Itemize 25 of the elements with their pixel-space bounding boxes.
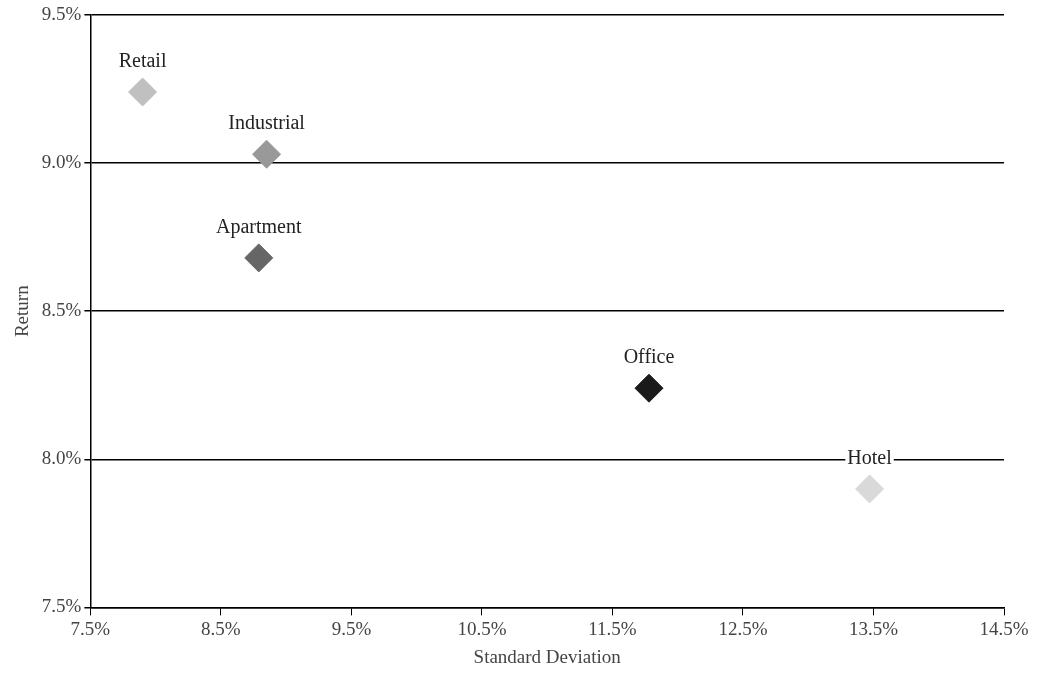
series-label: Office [623, 345, 675, 368]
point [855, 474, 885, 504]
point [244, 243, 274, 273]
y-tick-label: 7.5% [41, 595, 82, 617]
x-tick-label: 8.5% [201, 617, 241, 639]
x-tick-label: 13.5% [848, 617, 899, 639]
x-tick-label: 10.5% [457, 617, 507, 639]
y-tick-label: 8.0% [41, 447, 82, 469]
y-axis-title: Return [11, 284, 33, 338]
point [252, 139, 282, 169]
series-label: Retail [118, 49, 167, 72]
y-tick-label: 9.5% [41, 2, 82, 24]
y-tick-label: 8.5% [41, 299, 82, 321]
series-label: Hotel [847, 446, 893, 469]
x-tick-label: 7.5% [70, 617, 111, 639]
series-label: Industrial [228, 111, 306, 134]
series-label: Apartment [215, 215, 302, 239]
x-tick-label: 12.5% [718, 617, 768, 639]
point [634, 373, 664, 403]
x-tick-label: 11.5% [588, 617, 637, 639]
x-tick-label: 14.5% [979, 617, 1029, 639]
x-axis-title: Standard Deviation [473, 645, 622, 667]
point [128, 77, 158, 107]
y-tick-label: 9.0% [41, 151, 82, 173]
x-tick-label: 9.5% [331, 617, 372, 639]
